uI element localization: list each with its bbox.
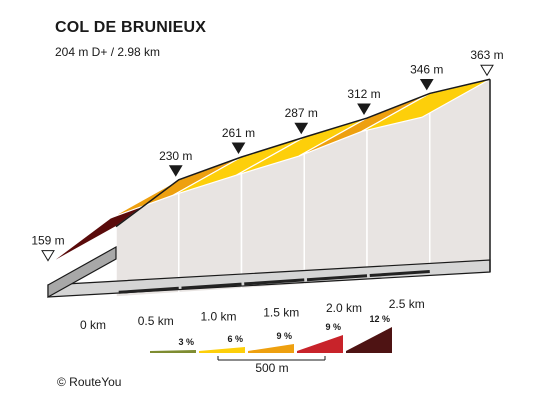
profile-walls [115, 78, 491, 298]
floor-marker-4 [306, 274, 368, 282]
legend-label-1: 6 % [227, 334, 243, 344]
chart-title: COL DE BRUNIEUX [55, 19, 207, 36]
legend-label-2: 9 % [276, 331, 292, 341]
altitude-marker-3 [294, 122, 309, 135]
altitude-marker-1 [168, 165, 183, 177]
legend-swatch-4 [346, 327, 392, 353]
legend-label-3: 9 % [325, 322, 341, 332]
distance-label-2: 1.0 km [200, 310, 236, 324]
profile-base [47, 245, 491, 299]
legend-scale-label: 500 m [255, 361, 288, 375]
distance-label-1: 0.5 km [138, 314, 174, 328]
distance-label-4: 2.0 km [326, 301, 362, 315]
altitude-label-5: 346 m [410, 62, 443, 76]
profile-outline [115, 78, 491, 228]
floor-marker-1 [118, 286, 179, 294]
altitude-labels: 159 m 230 m 261 m 287 m 312 m 346 m 363 m [31, 48, 503, 247]
credit-routeyou: © RouteYou [57, 375, 122, 389]
altitude-marker-5 [419, 78, 434, 91]
altitude-marker-6 [480, 64, 494, 77]
altitude-marker-4 [357, 103, 371, 116]
profile-top-segments [47, 78, 491, 273]
chart-subtitle: 204 m D+ / 2.98 km [55, 45, 161, 59]
floor-marker-5 [369, 270, 430, 278]
altitude-label-3: 287 m [285, 106, 318, 120]
floor-marker-2 [181, 282, 242, 290]
altitude-label-2: 261 m [222, 126, 255, 140]
altitude-marker-2 [231, 142, 246, 154]
distance-labels: 0 km 0.5 km 1.0 km 1.5 km 2.0 km 2.5 km [80, 297, 425, 332]
altitude-marker-0 [41, 250, 55, 262]
profile-base-side [47, 245, 117, 299]
altitude-label-4: 312 m [347, 87, 380, 101]
profile-wall-5 [429, 78, 491, 277]
distance-label-5: 2.5 km [389, 297, 425, 311]
legend-swatch-3 [297, 335, 343, 353]
altitude-label-1: 230 m [159, 149, 192, 163]
altitude-label-0: 159 m [31, 234, 64, 248]
legend-label-4: 12 % [369, 314, 390, 324]
altitude-label-6: 363 m [470, 48, 503, 62]
gradient-legend: 3 % 6 % 9 % 9 % 12 % 500 m [150, 314, 392, 375]
legend-label-0: 3 % [178, 337, 194, 347]
altitude-markers [41, 64, 494, 262]
distance-label-3: 1.5 km [263, 305, 299, 319]
legend-swatch-0 [150, 350, 196, 353]
floor-marker-3 [244, 278, 305, 286]
legend-swatch-2 [248, 344, 294, 353]
legend-swatch-1 [199, 347, 245, 353]
distance-label-0: 0 km [80, 318, 106, 332]
